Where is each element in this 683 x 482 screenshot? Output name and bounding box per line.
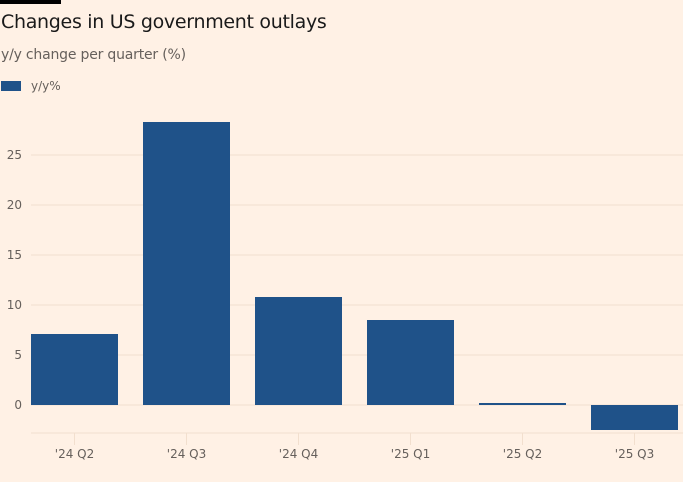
y-tick-label: 25 <box>7 148 22 162</box>
brand-bar <box>0 0 61 4</box>
bars <box>31 122 678 430</box>
chart-title: Changes in US government outlays <box>1 11 327 33</box>
legend-label: y/y% <box>31 79 61 93</box>
y-tick-label: 20 <box>7 198 22 212</box>
y-axis-labels: 0 5 10 15 20 25 <box>7 148 22 412</box>
legend: y/y% <box>1 79 61 93</box>
x-tick-label: '25 Q3 <box>615 447 654 461</box>
bar <box>255 297 342 405</box>
x-tick-label: '25 Q1 <box>391 447 430 461</box>
bar <box>31 334 118 405</box>
chart-subtitle: y/y change per quarter (%) <box>1 47 186 63</box>
x-tick-label: '24 Q3 <box>167 447 206 461</box>
bar <box>143 122 230 405</box>
x-tick-label: '24 Q2 <box>55 447 94 461</box>
bar <box>591 405 678 430</box>
legend-swatch <box>1 81 21 91</box>
x-tick-label: '25 Q2 <box>503 447 542 461</box>
y-tick-label: 0 <box>14 398 22 412</box>
y-tick-label: 5 <box>14 348 22 362</box>
bar <box>479 403 566 405</box>
x-tick-label: '24 Q4 <box>279 447 318 461</box>
bar <box>367 320 454 405</box>
y-tick-label: 10 <box>7 298 22 312</box>
x-axis: '24 Q2 '24 Q3 '24 Q4 '25 Q1 '25 Q2 '25 Q3 <box>31 432 683 461</box>
y-tick-label: 15 <box>7 248 22 262</box>
gridlines <box>31 154 683 406</box>
